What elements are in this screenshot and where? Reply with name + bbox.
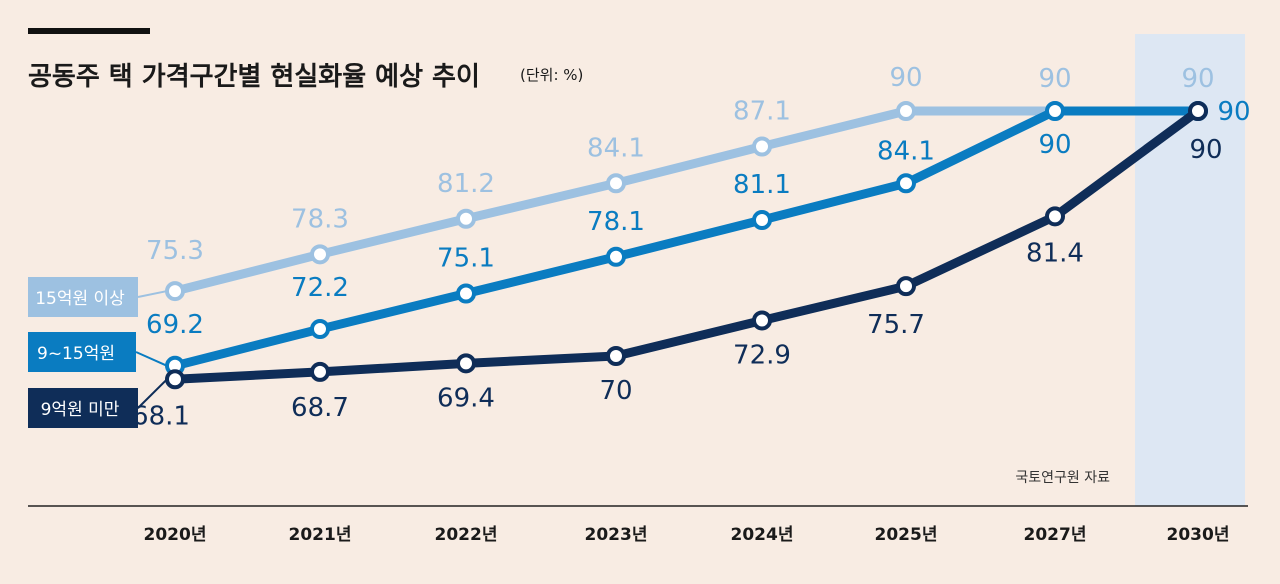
x-tick-label: 2027년 — [1024, 525, 1087, 545]
data-point — [456, 208, 476, 229]
data-point — [896, 276, 916, 297]
data-point — [456, 283, 476, 304]
series-path — [170, 106, 1203, 296]
title-accent-bar — [28, 28, 150, 34]
series-path — [170, 106, 1203, 384]
data-point — [165, 369, 185, 390]
data-label: 87.1 — [733, 97, 791, 127]
legend-leader-line — [137, 290, 168, 298]
x-tick-label: 2025년 — [875, 525, 938, 545]
data-labels: 75.378.381.284.187.190 90 9069.272.275.178… — [132, 63, 1250, 431]
data-point — [1045, 101, 1065, 121]
data-label: 75.7 — [867, 310, 925, 340]
legend-label: 9억원 미만 — [41, 400, 120, 420]
data-label: 72.2 — [291, 273, 349, 303]
data-point — [606, 246, 626, 267]
source-note: 국토연구원 자료 — [1015, 470, 1110, 486]
data-label: 81.1 — [733, 170, 791, 200]
series-line — [165, 101, 1208, 390]
data-label: 68.1 — [132, 401, 190, 431]
data-point — [1188, 101, 1208, 121]
data-label: 75.3 — [146, 236, 204, 266]
chart-title: 공동주 택 가격구간별 현실화율 예상 추이 — [28, 62, 480, 92]
x-tick-label: 2020년 — [144, 525, 207, 545]
data-label: 72.9 — [733, 340, 791, 370]
legend-swatch — [28, 277, 138, 317]
data-label: 90 — [1181, 64, 1214, 94]
data-label: 75.1 — [437, 244, 495, 274]
data-label: 90 — [889, 63, 922, 93]
data-label: 90 — [1217, 97, 1250, 127]
data-label: 68.7 — [291, 393, 349, 423]
legend-swatch — [28, 332, 136, 372]
legend-swatch — [28, 388, 138, 428]
data-label: 84.1 — [587, 133, 645, 163]
data-label: 81.2 — [437, 169, 495, 199]
data-point — [310, 244, 330, 265]
data-point — [1045, 206, 1065, 227]
data-point — [752, 310, 772, 331]
unit-label: (단위: %) — [520, 66, 583, 84]
data-label: 70 — [599, 376, 632, 406]
series-path — [170, 106, 1203, 371]
x-axis-ticks: 2020년 2021년 2022년 2023년 2024년 2025년 2027년 2030년 — [144, 525, 1230, 545]
data-point — [606, 346, 626, 366]
x-tick-label: 2024년 — [731, 525, 794, 545]
x-tick-label: 2021년 — [289, 525, 352, 545]
data-point — [896, 173, 916, 194]
legend: 15억원 이상 9~15억원 9억원 미만 — [28, 277, 168, 428]
data-point — [752, 136, 772, 157]
x-tick-label: 2030년 — [1167, 525, 1230, 545]
data-point — [752, 210, 772, 231]
legend-label: 9~15억원 — [37, 344, 115, 364]
x-tick-label: 2023년 — [585, 525, 648, 545]
data-label: 78.1 — [587, 207, 645, 237]
data-label: 69.4 — [437, 383, 495, 413]
x-tick-label: 2022년 — [435, 525, 498, 545]
data-label: 84.1 — [877, 136, 935, 166]
data-point — [606, 173, 626, 194]
data-label: 78.3 — [291, 204, 349, 234]
data-point — [896, 101, 916, 121]
legend-label: 15억원 이상 — [35, 289, 125, 309]
data-label: 90 — [1189, 135, 1222, 165]
series-lines — [165, 101, 1208, 390]
legend-leader-line — [135, 351, 168, 367]
data-point — [456, 353, 476, 374]
data-label: 90 — [1038, 130, 1071, 160]
data-point — [165, 281, 185, 302]
legend-leader-line — [137, 378, 168, 409]
data-point — [310, 319, 330, 340]
data-label: 69.2 — [146, 310, 204, 340]
data-point — [310, 361, 330, 382]
data-label: 81.4 — [1026, 238, 1084, 268]
data-label: 90 — [1038, 64, 1071, 94]
